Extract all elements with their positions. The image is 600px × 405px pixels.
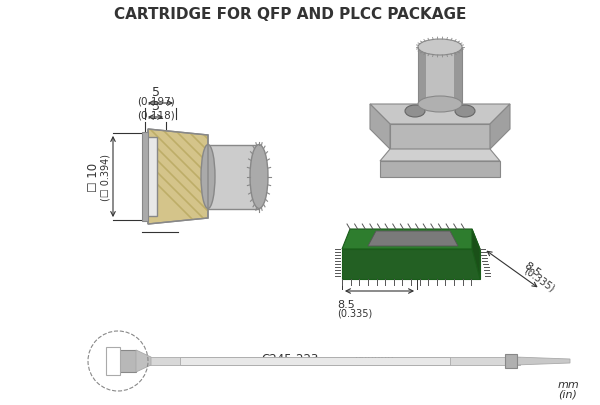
Text: ☐ 10: ☐ 10 [87, 162, 100, 192]
Polygon shape [472, 230, 480, 279]
Ellipse shape [250, 145, 268, 209]
Text: xxxxxx: xxxxxx [355, 354, 395, 364]
Bar [418, 48, 426, 105]
Ellipse shape [418, 97, 462, 113]
Text: (0.197): (0.197) [137, 97, 175, 107]
Text: 8.5: 8.5 [522, 260, 542, 279]
Polygon shape [380, 162, 500, 177]
Text: (0.335): (0.335) [337, 308, 372, 318]
Bar [454, 48, 462, 105]
Polygon shape [370, 105, 390, 149]
Polygon shape [148, 130, 208, 224]
Bar [505, 354, 517, 368]
Bar [180, 357, 450, 365]
Polygon shape [515, 357, 570, 365]
Bar [108, 350, 136, 372]
Polygon shape [342, 230, 480, 249]
Text: C245-223: C245-223 [262, 353, 319, 366]
Ellipse shape [201, 145, 215, 209]
Text: (0.335): (0.335) [522, 265, 556, 294]
Text: (0.118): (0.118) [137, 111, 175, 121]
Bar [208, 145, 259, 209]
Polygon shape [368, 231, 458, 246]
Text: (☐ 0.394): (☐ 0.394) [100, 153, 110, 200]
Bar [422, 48, 458, 105]
Ellipse shape [405, 106, 425, 118]
Text: 5: 5 [152, 86, 160, 99]
Text: CARTRIDGE FOR QFP AND PLCC PACKAGE: CARTRIDGE FOR QFP AND PLCC PACKAGE [114, 6, 466, 21]
Polygon shape [380, 149, 500, 162]
Ellipse shape [455, 106, 475, 118]
Bar [106, 347, 120, 375]
Ellipse shape [418, 40, 462, 56]
Text: (in): (in) [559, 389, 577, 399]
Polygon shape [370, 105, 510, 125]
Text: mm: mm [557, 379, 579, 389]
Text: 3: 3 [152, 100, 160, 113]
Bar [145, 138, 157, 216]
Bar [140, 357, 520, 365]
Polygon shape [390, 125, 490, 149]
Text: 8.5: 8.5 [337, 299, 355, 309]
Bar [142, 133, 148, 222]
Polygon shape [136, 350, 151, 372]
Polygon shape [490, 105, 510, 149]
Polygon shape [342, 249, 480, 279]
